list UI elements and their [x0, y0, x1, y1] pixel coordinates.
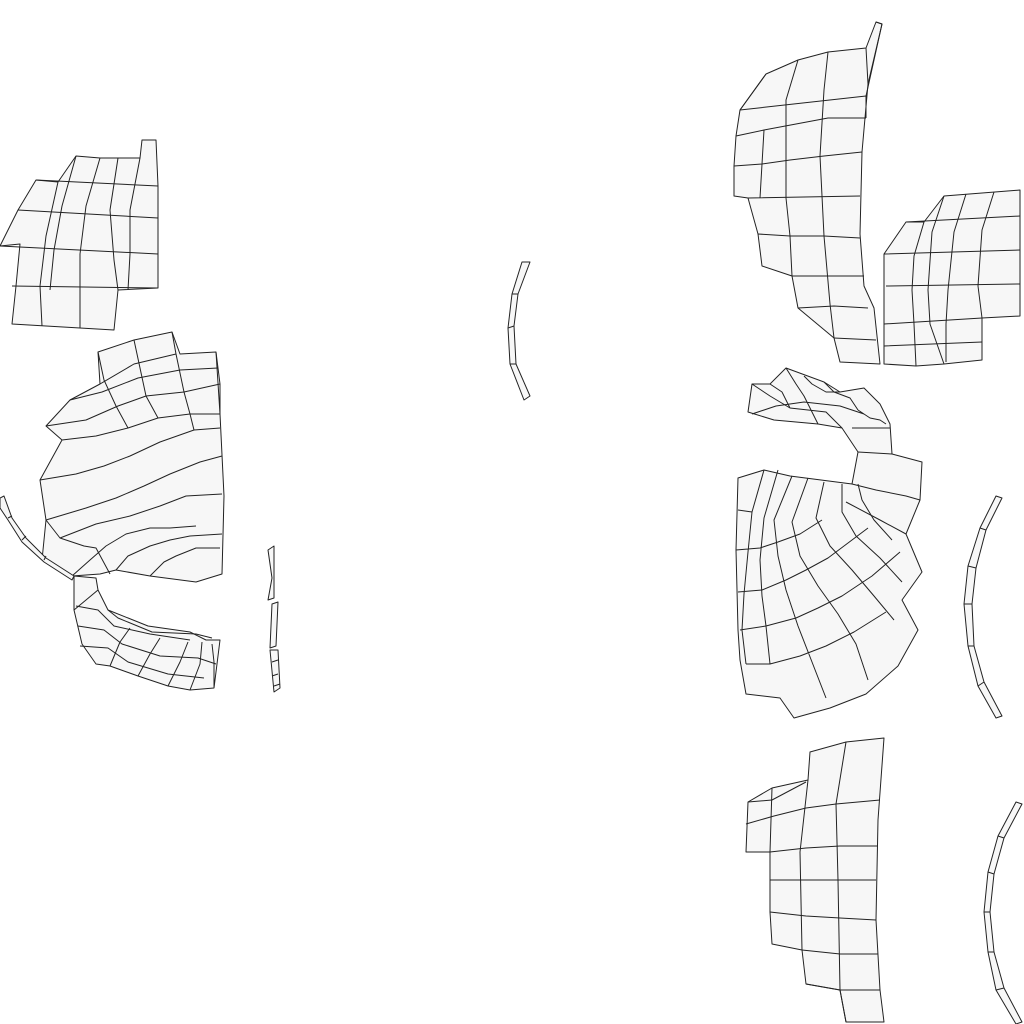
uv-island-left-top[interactable] [0, 139, 159, 331]
uv-island-right-top[interactable] [733, 21, 883, 365]
uv-island-small-slivers[interactable] [267, 545, 281, 693]
uv-island-right-middle-fan[interactable] [735, 367, 923, 719]
uv-island-left-edge-strip[interactable] [0, 495, 75, 581]
uv-island-right-bottom-strip[interactable] [983, 801, 1023, 1024]
uv-island-left-bottom-fan[interactable] [73, 575, 221, 691]
uv-island-left-middle-fan[interactable] [39, 331, 225, 583]
uv-island-center-strip[interactable] [507, 261, 531, 401]
uv-island-right-second[interactable] [883, 189, 1021, 367]
uv-island-right-bottom[interactable] [745, 737, 885, 1023]
uv-island-right-curve-strip[interactable] [963, 495, 1003, 719]
